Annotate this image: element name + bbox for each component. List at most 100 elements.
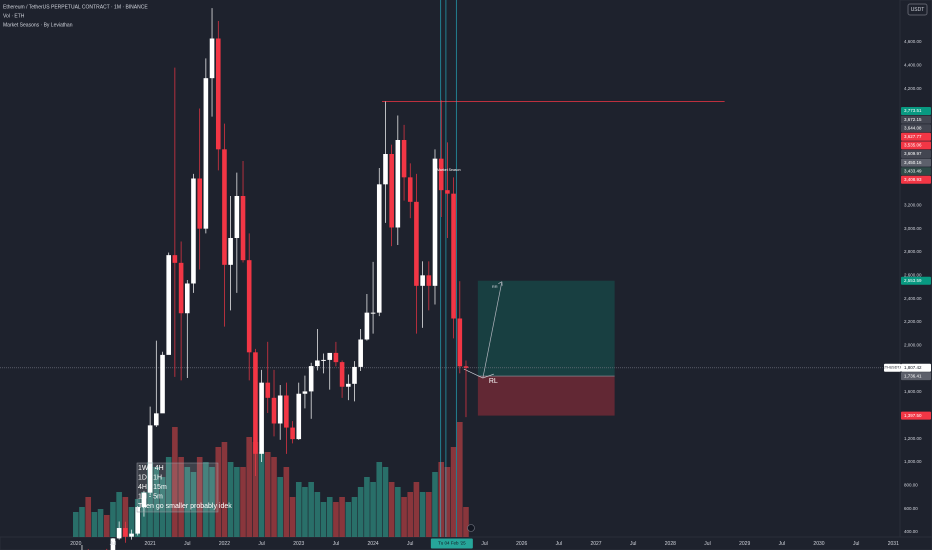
- volume-bar: [165, 457, 172, 537]
- indicator-badge-label: 3,627.77: [904, 134, 922, 139]
- candle-body: [160, 354, 165, 414]
- candle-body: [346, 383, 351, 387]
- candle-body: [445, 190, 450, 194]
- x-tick-label: Jul: [853, 541, 859, 547]
- volume-bar: [326, 497, 333, 537]
- indicator-badge-label: 3,644.08: [904, 125, 922, 130]
- y-tick-label: 800.00: [904, 483, 918, 488]
- candle-body: [339, 362, 345, 387]
- volume-bar: [345, 502, 352, 537]
- candle-body: [234, 195, 240, 238]
- volume-bar: [184, 467, 191, 537]
- price-badge-label: 2,553.59: [904, 278, 922, 283]
- labels: Ethereum / TetherUS PERPETUAL CONTRACT ·…: [3, 3, 931, 549]
- volume-bar: [178, 457, 184, 537]
- price-badge-label: 1,736.41: [904, 373, 922, 378]
- candle-body: [315, 360, 320, 367]
- candle-body: [321, 359, 326, 361]
- candle-body: [265, 382, 271, 398]
- volume-bar: [221, 442, 228, 537]
- candle-body: [172, 255, 178, 263]
- y-tick-label: 1,200.00: [904, 436, 922, 441]
- chart-title: Ethereum / TetherUS PERPETUAL CONTRACT ·…: [3, 4, 148, 10]
- volume-bar: [240, 467, 246, 537]
- y-tick-label: 2,800.00: [904, 249, 922, 254]
- candle-body: [395, 139, 401, 228]
- volume-bar: [190, 472, 197, 537]
- volume-bar: [196, 457, 203, 537]
- indicator-badge: [901, 132, 931, 141]
- candle-body: [147, 425, 153, 493]
- note-box: [136, 462, 219, 513]
- volume-bar: [457, 422, 463, 537]
- x-tick-label: 2022: [219, 541, 230, 547]
- note-line: Then go smaller probably idek: [138, 503, 232, 510]
- volume-bar: [227, 462, 234, 537]
- volume-bar: [376, 462, 383, 537]
- y-tick-label: 3,200.00: [904, 203, 922, 208]
- x-tick-label: Jul: [184, 541, 190, 547]
- volume-bar: [203, 462, 209, 537]
- volume-bar: [271, 457, 277, 537]
- candle-body: [296, 393, 302, 440]
- x-tick-label: Jul: [407, 541, 413, 547]
- y-tick-label: 2,600.00: [904, 273, 922, 278]
- candle-body: [333, 352, 339, 363]
- candle-body: [141, 492, 147, 508]
- candle-body: [284, 395, 289, 428]
- season-label: Market Season: [437, 168, 461, 172]
- volume-bar: [85, 497, 92, 537]
- event-icon[interactable]: [467, 524, 475, 532]
- indicator-badge-label: 3,773.51: [904, 108, 922, 113]
- price-badge-label: 1,397.50: [904, 413, 922, 418]
- price-badge: [901, 372, 931, 381]
- candle-body: [463, 366, 469, 368]
- candle-body: [277, 395, 283, 424]
- note-line: 1H - 5m: [138, 493, 163, 500]
- volume-bar: [463, 507, 469, 537]
- candle-body: [271, 397, 277, 424]
- indicator-badge-label: 3,609.97: [904, 151, 922, 156]
- volume-bar: [302, 487, 308, 537]
- currency-box[interactable]: [907, 3, 928, 16]
- x-tick-label: Jul: [556, 541, 562, 547]
- x-tick-label: 2030: [813, 541, 824, 547]
- y-tick-label: 3,000.00: [904, 226, 922, 231]
- volume-bar: [215, 447, 222, 537]
- indicator-label: Market Seasons · By Leviathan: [3, 22, 73, 28]
- y-tick-label: 2,400.00: [904, 296, 922, 301]
- volume-bar: [413, 482, 420, 537]
- note-line: 4H - 15m: [138, 484, 167, 491]
- x-tick-label: Jul: [110, 541, 116, 547]
- indicator-badge-label: 3,408.93: [904, 177, 922, 182]
- volume-bar: [438, 462, 445, 537]
- x-tick-label: Jul: [630, 541, 636, 547]
- volume-bar: [252, 442, 259, 537]
- currency[interactable]: USDT: [911, 7, 925, 13]
- candle-body: [203, 78, 209, 229]
- candle-body: [129, 533, 134, 537]
- x-tick-label: Jul: [481, 541, 487, 547]
- y-tick-label: 1,000.00: [904, 459, 922, 464]
- y-tick-label: 2,200.00: [904, 319, 922, 324]
- arrow-head: [498, 281, 503, 286]
- y-tick-label: 4,400.00: [904, 63, 922, 68]
- volume-bar: [450, 447, 457, 537]
- indicator-badge: [901, 107, 931, 115]
- indicator-badge: [901, 124, 931, 133]
- x-tick-label: 2027: [590, 541, 601, 547]
- volume-bar: [97, 509, 104, 537]
- volume-bar: [333, 502, 339, 537]
- indicator-badge: [901, 150, 931, 158]
- target-zone: [477, 280, 615, 377]
- indicator-badge: [901, 167, 931, 176]
- volume-bar: [264, 452, 271, 537]
- candles: [81, 8, 469, 550]
- volume-bar: [209, 467, 215, 537]
- candle-body: [209, 38, 215, 79]
- volume-bar: [277, 477, 283, 537]
- volume-bar: [314, 492, 321, 537]
- volume-bar: [122, 497, 129, 537]
